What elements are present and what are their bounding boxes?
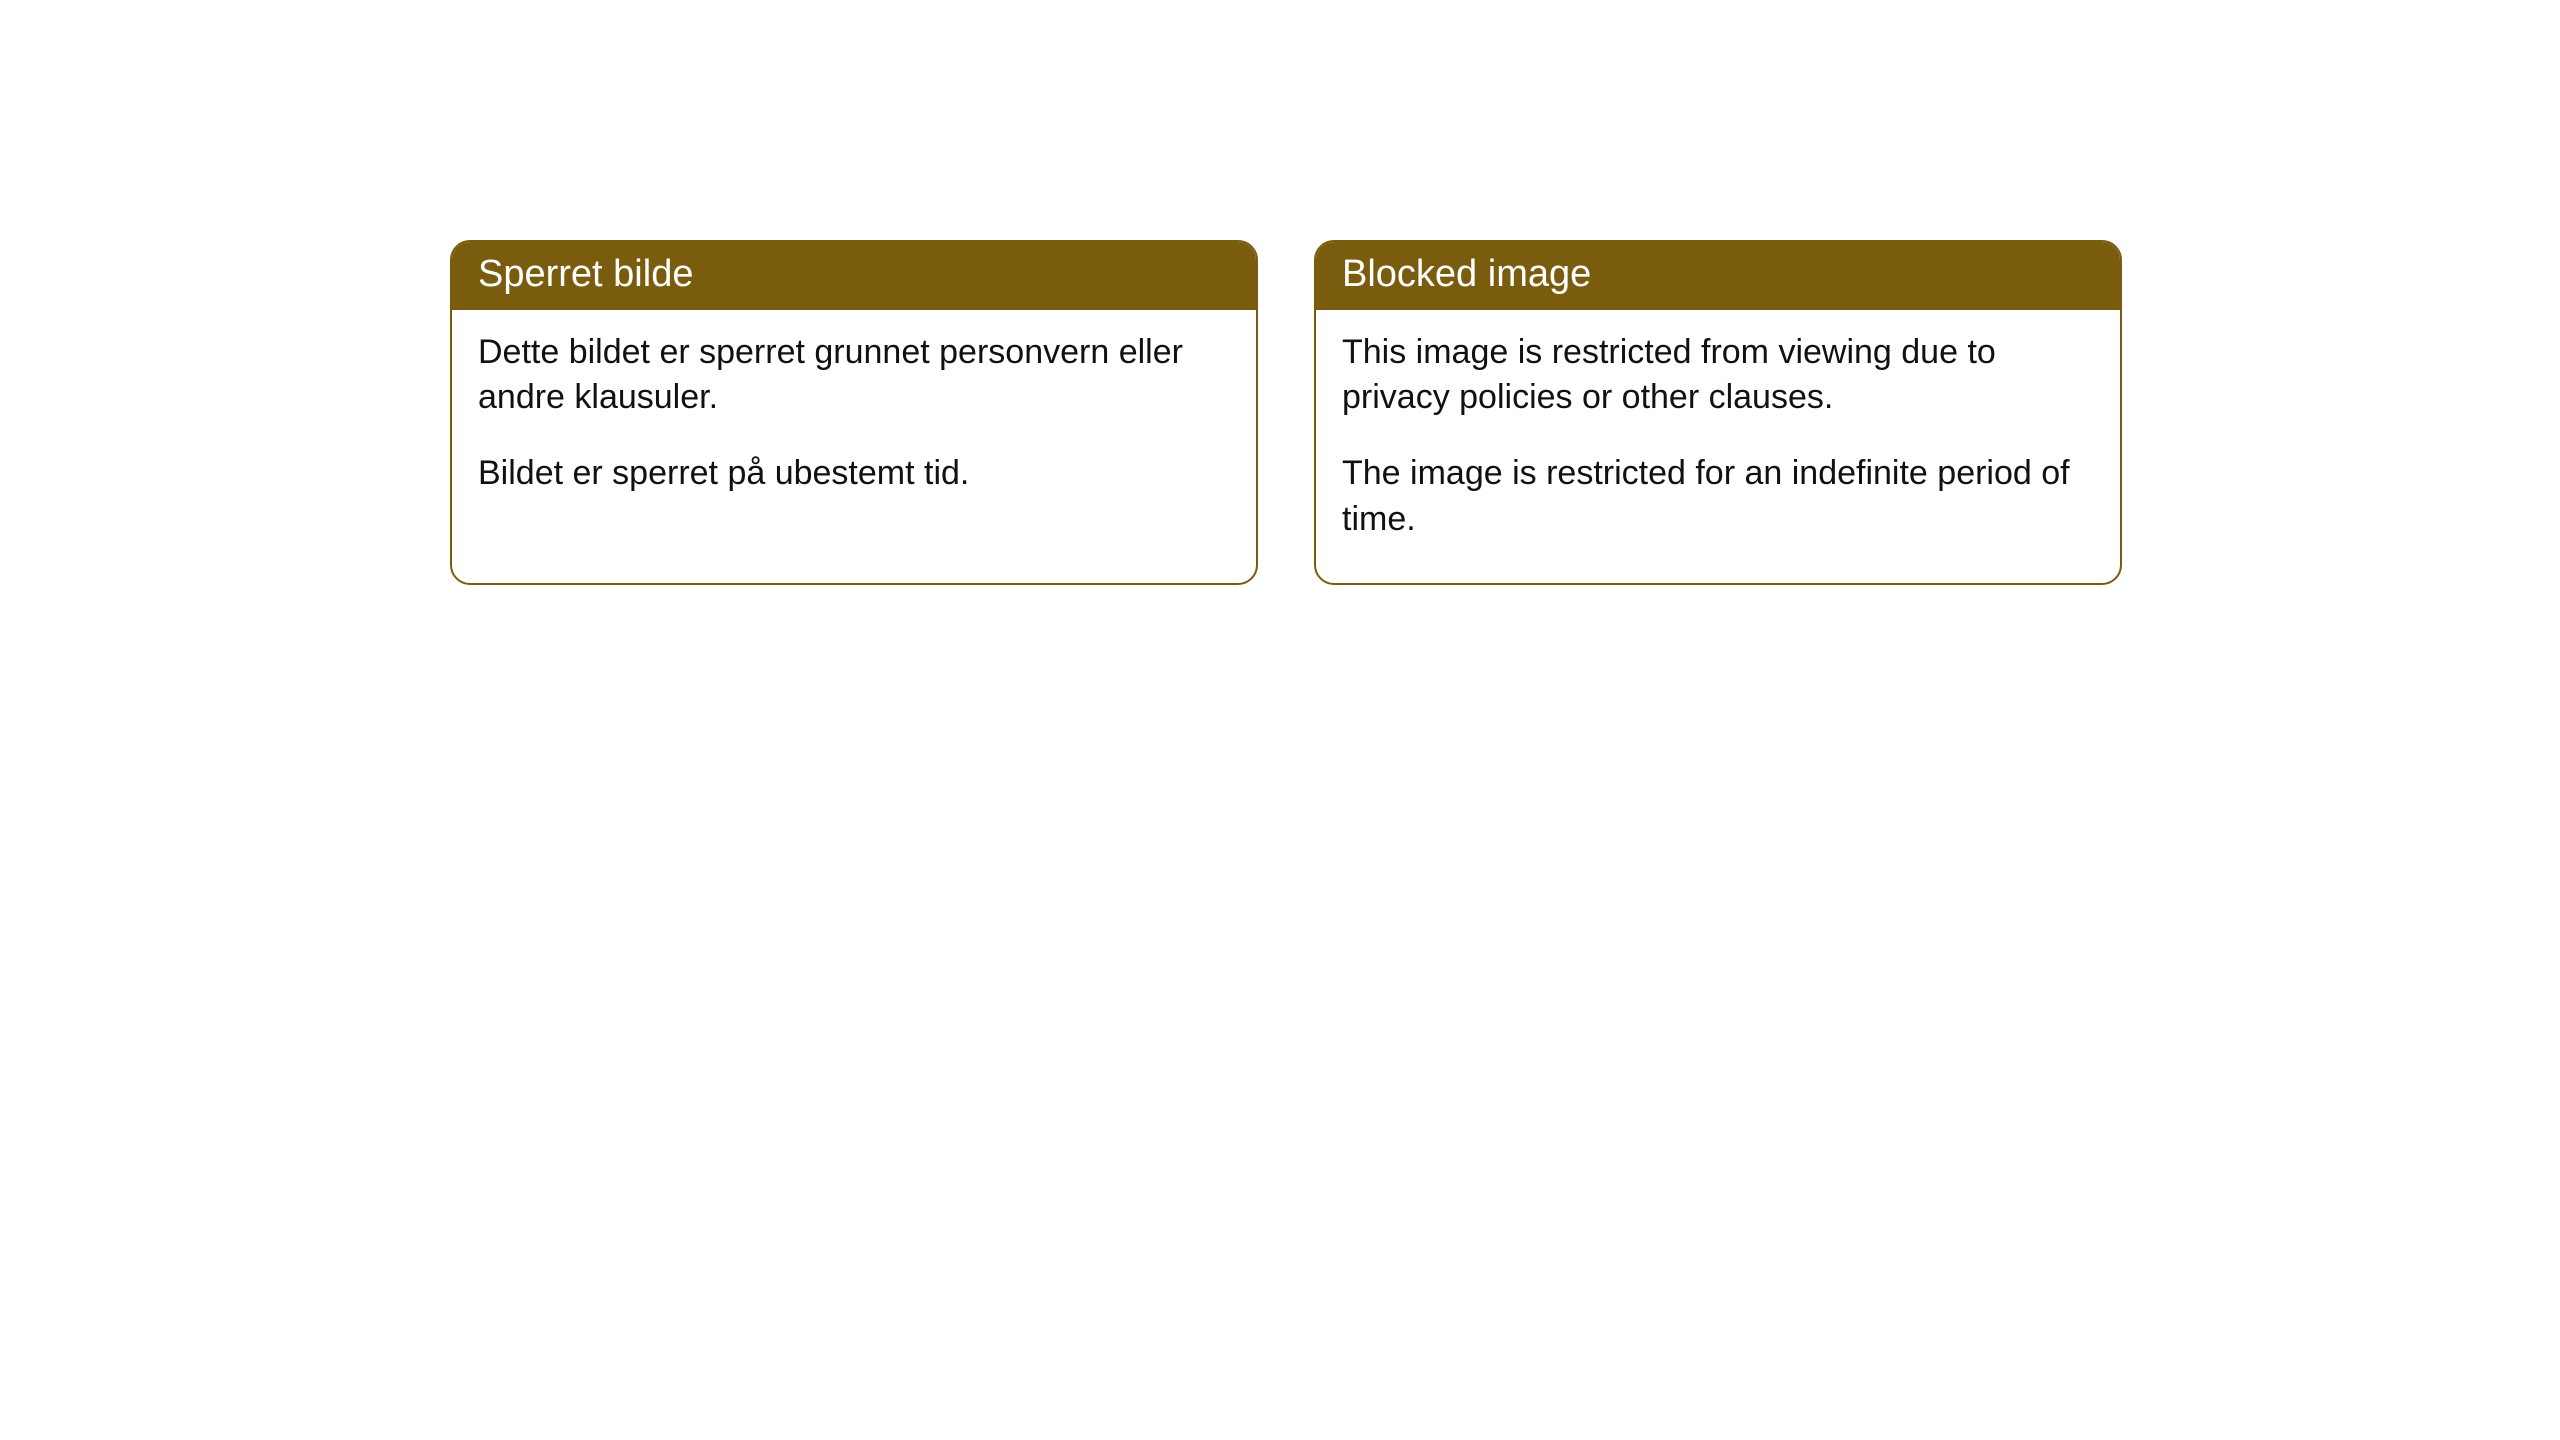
card-header-english: Blocked image: [1316, 242, 2120, 310]
cards-container: Sperret bilde Dette bildet er sperret gr…: [450, 240, 2122, 585]
card-english: Blocked image This image is restricted f…: [1314, 240, 2122, 585]
card-body-english: This image is restricted from viewing du…: [1316, 310, 2120, 584]
card-body-norwegian: Dette bildet er sperret grunnet personve…: [452, 310, 1256, 538]
card-text-english-2: The image is restricted for an indefinit…: [1342, 451, 2094, 543]
card-norwegian: Sperret bilde Dette bildet er sperret gr…: [450, 240, 1258, 585]
card-text-norwegian-2: Bildet er sperret på ubestemt tid.: [478, 451, 1230, 497]
card-text-norwegian-1: Dette bildet er sperret grunnet personve…: [478, 330, 1230, 422]
card-text-english-1: This image is restricted from viewing du…: [1342, 330, 2094, 422]
card-header-norwegian: Sperret bilde: [452, 242, 1256, 310]
